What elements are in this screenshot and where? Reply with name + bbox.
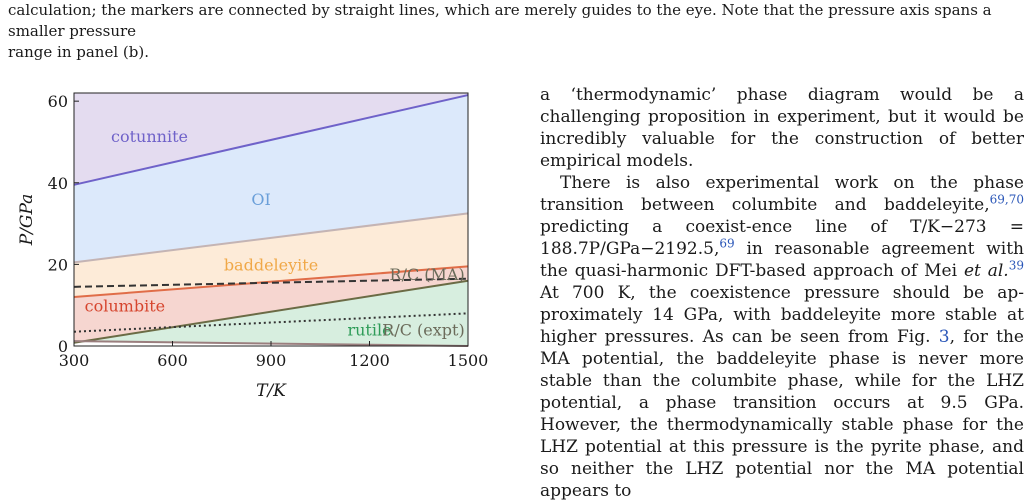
x-tick-label: 1500 [448,351,489,370]
figure-ref-link[interactable]: 3 [938,327,950,347]
cotunnite-label: cotunnite [111,127,188,146]
x-tick-label: 300 [59,351,90,370]
oi-label: OI [251,190,270,209]
p2-etal: et al. [963,261,1009,281]
rc-expt-line [73,312,469,333]
rc-ma-label: R/C (MA) [390,265,465,284]
body-text: a ‘thermodynamic’ phase diagram would be… [540,84,1024,502]
columbite-label: columbite [85,296,165,315]
y-tick-label: 40 [48,174,68,193]
p2-text-b: predicting a coexist-ence line of T/K−27… [540,217,1024,259]
ref-link-39[interactable]: 39 [1008,258,1024,273]
phase-diagram-chart: 300 600 900 1200 1500 0 20 40 60 T/K P/GPa cotunni… [17,92,489,401]
columbite-rutile-boundary [73,279,469,344]
p2-text-c: in reasonable agreement with the quasi-h… [540,239,1024,281]
p2-text-a: There is also experimental work on the p… [540,173,1024,215]
cotunnite-oi-boundary [73,94,469,186]
x-tick-label: 900 [256,351,287,370]
p2-text-d: At 700 K, the coexistence pressure shoul… [540,283,1024,347]
rc-expt-label: R/C (expt) [382,320,464,339]
caption-line-1: calculation; the markers are connected b… [8,1,992,40]
y-tick-label: 20 [48,255,68,274]
x-tick-label: 600 [157,351,188,370]
paragraph-1: a ‘thermodynamic’ phase diagram would be… [540,85,1024,171]
y-axis-label: P/GPa [17,194,37,247]
p2-text-e: , for the MA potential, the baddeleyite … [540,327,1024,501]
y-tick-label: 60 [48,92,68,111]
phase-diagram-figure: 300 600 900 1200 1500 0 20 40 60 T/K P/GPa cotunni… [0,80,520,401]
baddeleyite-region [74,213,468,298]
oi-region [74,95,468,263]
paragraph-2: There is also experimental work on the p… [540,172,1024,502]
ref-link-69-70[interactable]: 69,70 [989,192,1024,207]
x-axis-label: T/K [256,381,287,400]
columbite-region [74,266,468,343]
oi-baddeleyite-boundary [73,212,469,264]
x-tick-label: 1200 [349,351,390,370]
ref-link-69[interactable]: 69 [719,236,735,251]
rutile-label: rutile [347,320,391,339]
caption-line-2: range in panel (b). [8,43,149,61]
figure-caption: calculation; the markers are connected b… [8,0,1023,63]
baddeleyite-columbite-boundary [73,265,469,299]
baddeleyite-label: baddeleyite [224,256,318,275]
y-tick-label: 0 [58,337,68,356]
